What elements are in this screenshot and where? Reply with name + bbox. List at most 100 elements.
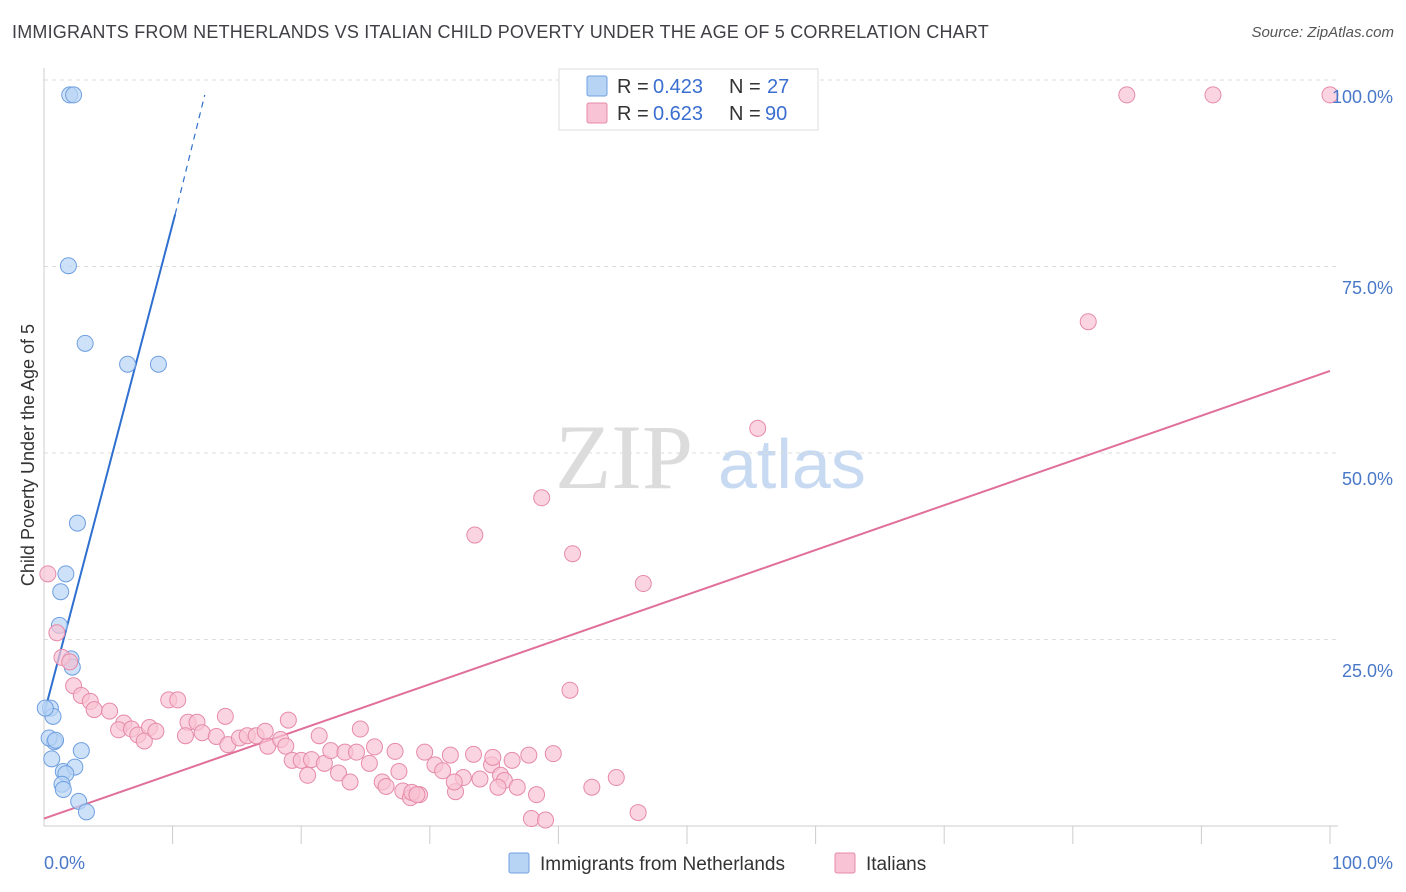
x-tick-label-0: 0.0% <box>44 853 85 873</box>
point-italians-89 <box>408 786 426 804</box>
trend-line-netherlands-extension <box>174 94 206 215</box>
point-italians-69 <box>471 770 489 788</box>
point-italians-50 <box>341 773 359 791</box>
y-tick-label-75: 75.0% <box>1342 278 1393 298</box>
bottom-legend-swatch-netherlands <box>508 852 530 874</box>
point-italians-47 <box>322 742 340 760</box>
point-italians-73 <box>489 778 507 796</box>
axes <box>43 68 1338 844</box>
bottom-legend-label-netherlands: Immigrants from Netherlands <box>540 854 785 875</box>
point-italians-75 <box>520 746 538 764</box>
chart-title: IMMIGRANTS FROM NETHERLANDS VS ITALIAN C… <box>12 22 989 42</box>
point-italians-2 <box>1321 86 1339 104</box>
point-italians-4 <box>749 419 767 437</box>
point-netherlands-2 <box>59 257 77 275</box>
legend-n-label-netherlands: N = <box>729 76 761 98</box>
point-italians-76 <box>503 751 521 769</box>
gridlines <box>44 79 1338 640</box>
legend-n-value-netherlands: 27 <box>767 76 789 98</box>
legend-r-value-italians: 0.623 <box>653 103 703 125</box>
point-italians-65 <box>441 746 459 764</box>
point-netherlands-16 <box>47 731 65 749</box>
point-netherlands-7 <box>57 565 75 583</box>
point-netherlands-5 <box>149 355 167 373</box>
point-netherlands-17 <box>72 742 90 760</box>
point-netherlands-8 <box>52 583 70 601</box>
point-netherlands-1 <box>65 86 83 104</box>
point-italians-51 <box>347 743 365 761</box>
legend-n-value-italians: 90 <box>765 103 787 125</box>
point-italians-9 <box>39 565 57 583</box>
point-italians-30 <box>193 724 211 742</box>
point-italians-74 <box>508 778 526 796</box>
point-italians-6 <box>466 526 484 544</box>
point-netherlands-25 <box>77 803 95 821</box>
point-italians-12 <box>61 653 79 671</box>
point-italians-52 <box>351 720 369 738</box>
legend-swatch-italians <box>586 102 608 124</box>
point-italians-84 <box>629 804 647 822</box>
y-axis-label: Child Poverty Under the Age of 5 <box>18 324 38 586</box>
point-netherlands-4 <box>119 355 137 373</box>
x-tick-label-100: 100.0% <box>1332 853 1393 873</box>
source-label: Source: ZipAtlas.com <box>1251 24 1394 41</box>
point-italians-62 <box>416 743 434 761</box>
point-italians-78 <box>522 810 540 828</box>
point-italians-54 <box>366 738 384 756</box>
point-italians-0 <box>1118 86 1136 104</box>
point-italians-40 <box>277 737 295 755</box>
legend-r-value-netherlands: 0.423 <box>653 76 703 98</box>
bottom-legend-label-italians: Italians <box>866 854 926 875</box>
point-italians-68 <box>465 745 483 763</box>
point-italians-38 <box>256 722 274 740</box>
point-italians-26 <box>169 691 187 709</box>
point-italians-83 <box>607 769 625 787</box>
point-italians-8 <box>634 575 652 593</box>
point-italians-64 <box>434 762 452 780</box>
watermark-atlas: atlas <box>718 425 866 503</box>
legend-n-label-italians: N = <box>729 103 761 125</box>
point-italians-53 <box>360 754 378 772</box>
point-italians-45 <box>310 727 328 745</box>
bottom-legend-swatch-italians <box>834 852 856 874</box>
legend-r-label-italians: R = <box>617 103 649 125</box>
point-italians-7 <box>564 545 582 563</box>
point-italians-31 <box>207 727 225 745</box>
y-tick-label-25: 25.0% <box>1342 661 1393 681</box>
point-italians-23 <box>135 732 153 750</box>
bottom-legend: Immigrants from Netherlands Italians <box>508 852 926 875</box>
watermark-zip: ZIP <box>555 406 693 508</box>
point-netherlands-3 <box>76 334 94 352</box>
point-italians-56 <box>386 742 404 760</box>
point-italians-32 <box>216 707 234 725</box>
point-italians-5 <box>533 489 551 507</box>
point-italians-10 <box>48 624 66 642</box>
point-italians-88 <box>445 773 463 791</box>
point-netherlands-26 <box>36 699 54 717</box>
point-italians-79 <box>537 811 555 829</box>
point-italians-87 <box>299 766 317 784</box>
y-tick-label-100: 100.0% <box>1332 87 1393 107</box>
point-italians-85 <box>484 748 502 766</box>
point-italians-80 <box>544 745 562 763</box>
point-italians-48 <box>329 764 347 782</box>
point-italians-86 <box>377 777 395 795</box>
point-italians-28 <box>176 727 194 745</box>
point-italians-16 <box>85 701 103 719</box>
legend-swatch-netherlands <box>586 75 608 97</box>
point-italians-24 <box>147 722 165 740</box>
point-netherlands-6 <box>68 514 86 532</box>
point-italians-58 <box>390 763 408 781</box>
point-italians-41 <box>279 711 297 729</box>
point-italians-81 <box>561 681 579 699</box>
data-points <box>36 86 1339 829</box>
point-italians-3 <box>1079 313 1097 331</box>
y-tick-label-50: 50.0% <box>1342 469 1393 489</box>
point-italians-17 <box>101 702 119 720</box>
point-netherlands-23 <box>54 780 72 798</box>
point-italians-1 <box>1204 86 1222 104</box>
legend-r-label-netherlands: R = <box>617 76 649 98</box>
point-italians-82 <box>583 778 601 796</box>
point-netherlands-18 <box>43 750 61 768</box>
